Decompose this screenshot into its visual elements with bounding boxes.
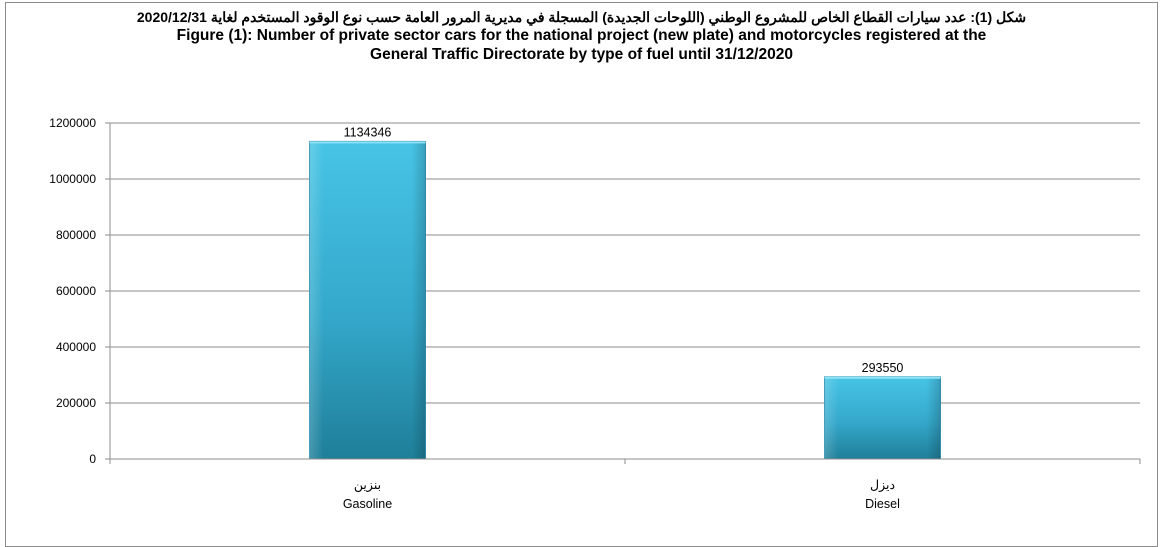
y-tick-label: 800000 bbox=[56, 228, 96, 242]
y-tick-label: 0 bbox=[89, 452, 96, 466]
category-labels: بنزين Gasoline ديزل Diesel bbox=[343, 478, 900, 511]
y-tick-label: 400000 bbox=[56, 340, 96, 354]
y-tick-label: 1200000 bbox=[49, 116, 96, 130]
data-label: 293550 bbox=[862, 361, 904, 375]
chart-title-arabic: شكل (1): عدد سيارات القطاع الخاص للمشروع… bbox=[136, 9, 1027, 25]
category-label-arabic: بنزين bbox=[354, 478, 381, 493]
category-label-english: Diesel bbox=[865, 497, 900, 511]
axes bbox=[109, 123, 1141, 464]
chart-title-english-line2: General Traffic Directorate by type of f… bbox=[370, 46, 793, 63]
data-label: 1134346 bbox=[344, 125, 392, 139]
data-labels: 1134346 293550 bbox=[344, 125, 904, 374]
y-tick-label: 1000000 bbox=[49, 172, 96, 186]
bar-shading bbox=[824, 376, 941, 459]
y-tick-label: 200000 bbox=[56, 396, 96, 410]
category-label-english: Gasoline bbox=[343, 497, 392, 511]
y-tick-label: 600000 bbox=[56, 284, 96, 298]
chart-frame bbox=[5, 2, 1158, 547]
gridlines bbox=[110, 122, 1140, 404]
chart-title-english-line1: Figure (1): Number of private sector car… bbox=[176, 27, 987, 44]
bars bbox=[309, 140, 941, 460]
chart-title-block: شكل (1): عدد سيارات القطاع الخاص للمشروع… bbox=[5, 8, 1158, 64]
category-label-arabic: ديزل bbox=[870, 478, 895, 493]
y-axis-ticks: 0 200000 400000 600000 800000 1000000 1200000 bbox=[49, 116, 110, 466]
bar-shading bbox=[309, 141, 426, 459]
